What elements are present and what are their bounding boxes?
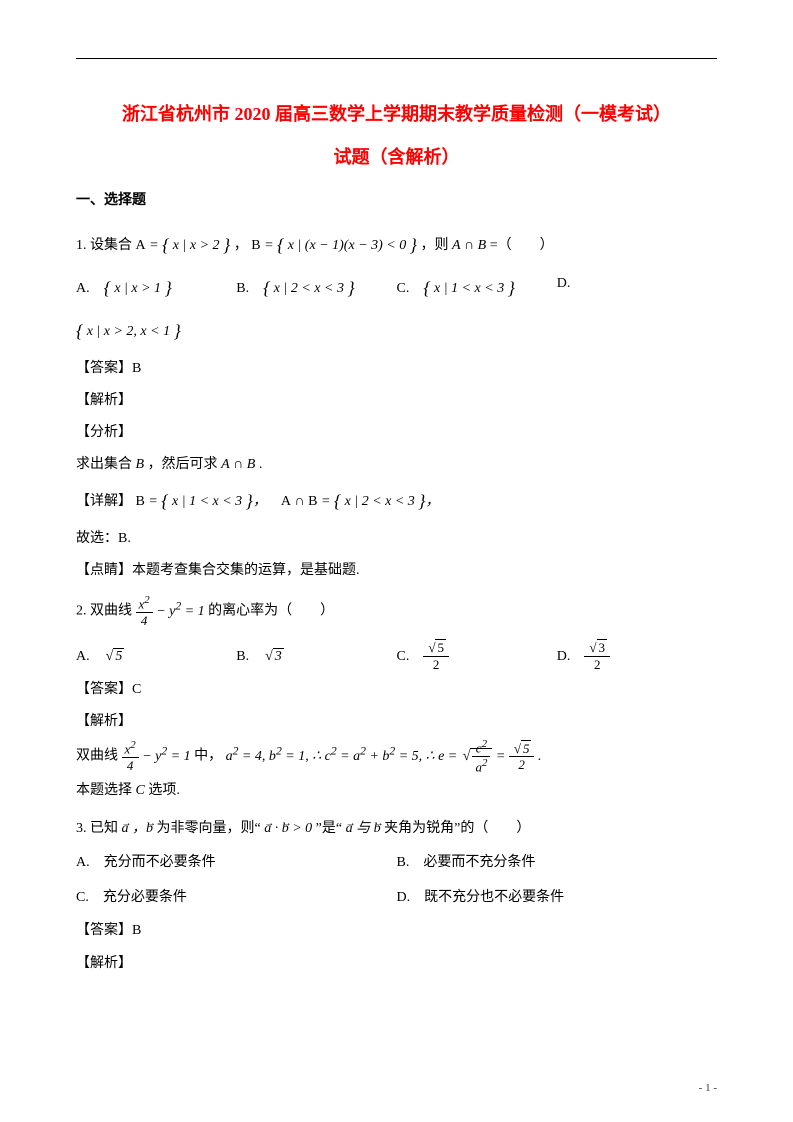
q1-fenxi: 【分析】 — [76, 417, 717, 449]
q1-dianqing: 【点睛】本题考查集合交集的运算，是基础题. — [76, 555, 717, 587]
q1-opt-c: C. x | 1 < x < 3 — [397, 266, 557, 311]
q2-detail: 双曲线 x24 − y2 = 1 中， a2 = 4, b2 = 1, ∴ c2… — [76, 738, 717, 775]
q1-answer: 【答案】B — [76, 353, 717, 385]
q2-detail-eq: x24 − y2 = 1 — [122, 749, 191, 764]
q3-cond: a · b > 0 — [264, 821, 312, 836]
top-horizontal-rule — [76, 58, 717, 59]
q1-detail-body: B = x | 1 < x < 3 ， A ∩ B = x | 2 < x < … — [136, 494, 440, 509]
q2-opt-b: B. 3 — [236, 639, 396, 674]
q3-answer: 【答案】B — [76, 915, 717, 947]
q1-setB: B = x | (x − 1)(x − 3) < 0 — [251, 238, 417, 253]
q3-jiexi: 【解析】 — [76, 948, 717, 980]
q2-detail-body: a2 = 4, b2 = 1, ∴ c2 = a2 + b2 = 5, ∴ e … — [226, 749, 542, 764]
q2-options: A. 5 B. 3 C. 52 D. 32 — [76, 639, 717, 674]
page-number: - 1 - — [699, 1082, 717, 1094]
q2-opt-d: D. 32 — [557, 639, 717, 674]
q1-options: A. x | x > 1 B. x | 2 < x < 3 C. x | 1 <… — [76, 266, 717, 311]
exam-title: 浙江省杭州市 2020 届高三数学上学期期末教学质量检测（一模考试） — [76, 100, 717, 129]
q1-prefix: 1. 设集合 — [76, 238, 136, 253]
q1-sep: ， — [234, 238, 248, 253]
q1-stem: 1. 设集合 A = x | x > 2 ， B = x | (x − 1)(x… — [76, 225, 717, 266]
q2-prefix: 2. 双曲线 — [76, 604, 136, 619]
q2-eq: x24 − y2 = 1 — [136, 604, 205, 619]
q2-opt-a: A. 5 — [76, 639, 236, 674]
q3-opt-d: D. 既不充分也不必要条件 — [397, 880, 718, 915]
q2-jiexi: 【解析】 — [76, 706, 717, 738]
q3-suffix: 夹角为锐角”的（ ） — [384, 821, 530, 836]
q3-mid1: 为非零向量，则“ — [157, 821, 261, 836]
q3-opt-b: B. 必要而不充分条件 — [397, 845, 718, 880]
section-heading: 一、选择题 — [76, 189, 717, 209]
q3-mid2: ”是“ — [316, 821, 342, 836]
q1-jiexi: 【解析】 — [76, 385, 717, 417]
q2-opt-c: C. 52 — [397, 639, 557, 674]
q3-options: A. 充分而不必要条件 B. 必要而不充分条件 C. 充分必要条件 D. 既不充… — [76, 845, 717, 915]
q3-opt-c: C. 充分必要条件 — [76, 880, 397, 915]
q2-detail-prefix: 双曲线 — [76, 749, 122, 764]
q1-suffix: ，则 A ∩ B =（ ） — [420, 238, 553, 253]
exam-subtitle: 试题（含解析） — [76, 143, 717, 169]
q2-stem: 2. 双曲线 x24 − y2 = 1 的离心率为（ ） — [76, 593, 717, 629]
q1-guxuan: 故选：B. — [76, 523, 717, 555]
q1-setA: A = x | x > 2 — [136, 238, 231, 253]
q3-cond2: a 与 b — [346, 821, 381, 836]
q2-suffix: 的离心率为（ ） — [208, 604, 334, 619]
q3-prefix: 3. 已知 — [76, 821, 122, 836]
q3-opt-a: A. 充分而不必要条件 — [76, 845, 397, 880]
q3-vecs: a ，b — [122, 821, 154, 836]
q1-detail: 【详解】 B = x | 1 < x < 3 ， A ∩ B = x | 2 <… — [76, 481, 717, 522]
q1-opt-b: B. x | 2 < x < 3 — [236, 266, 396, 311]
q2-detail-mid: 中， — [194, 749, 222, 764]
q1-detail-label: 【详解】 — [76, 494, 132, 509]
q1-fenxi-body: 求出集合 B ，然后可求 A ∩ B . — [76, 449, 717, 481]
q2-answer: 【答案】C — [76, 674, 717, 706]
q2-benti: 本题选择 C 选项. — [76, 775, 717, 807]
q1-opt-d-label: D. — [557, 266, 717, 311]
q3-stem: 3. 已知 a ，b 为非零向量，则“ a · b > 0 ”是“ a 与 b … — [76, 813, 717, 845]
q1-opt-d-body: x | x > 2, x < 1 — [76, 311, 717, 352]
q1-opt-a: A. x | x > 1 — [76, 266, 236, 311]
